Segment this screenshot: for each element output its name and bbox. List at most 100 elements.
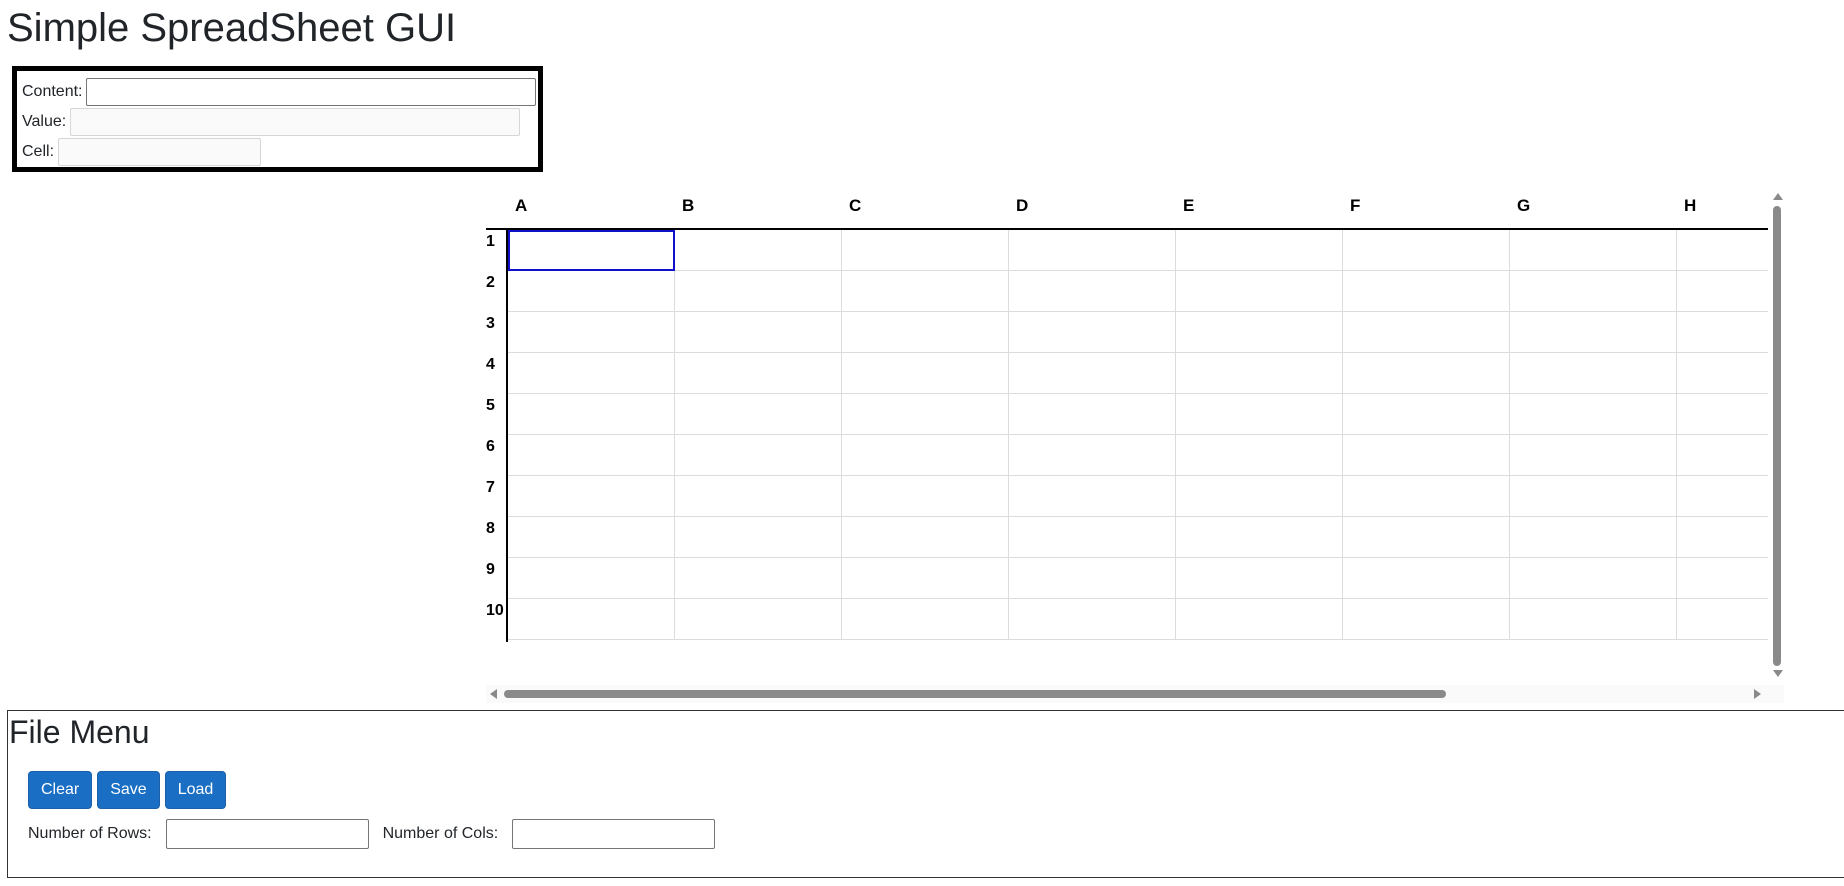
cell-H4[interactable] bbox=[1677, 353, 1768, 394]
cell-D10[interactable] bbox=[1009, 599, 1176, 640]
cell-A1[interactable] bbox=[508, 230, 675, 271]
scroll-down-arrow-icon[interactable] bbox=[1773, 670, 1783, 677]
cell-D6[interactable] bbox=[1009, 435, 1176, 476]
cell-C6[interactable] bbox=[842, 435, 1009, 476]
cell-C9[interactable] bbox=[842, 558, 1009, 599]
cell-E1[interactable] bbox=[1176, 230, 1343, 271]
cell-F6[interactable] bbox=[1343, 435, 1510, 476]
cell-A6[interactable] bbox=[508, 435, 675, 476]
cell-D2[interactable] bbox=[1009, 271, 1176, 312]
cell-E5[interactable] bbox=[1176, 394, 1343, 435]
cell-H6[interactable] bbox=[1677, 435, 1768, 476]
cell-F9[interactable] bbox=[1343, 558, 1510, 599]
cell-A8[interactable] bbox=[508, 517, 675, 558]
cell-H5[interactable] bbox=[1677, 394, 1768, 435]
cell-C5[interactable] bbox=[842, 394, 1009, 435]
cell-B2[interactable] bbox=[675, 271, 842, 312]
cell-B1[interactable] bbox=[675, 230, 842, 271]
cell-C4[interactable] bbox=[842, 353, 1009, 394]
cell-B5[interactable] bbox=[675, 394, 842, 435]
row-header: 2 bbox=[486, 274, 495, 291]
cell-F10[interactable] bbox=[1343, 599, 1510, 640]
scroll-up-arrow-icon[interactable] bbox=[1773, 193, 1783, 200]
cell-A5[interactable] bbox=[508, 394, 675, 435]
cols-input[interactable] bbox=[512, 819, 716, 849]
cell-C1[interactable] bbox=[842, 230, 1009, 271]
cell-D1[interactable] bbox=[1009, 230, 1176, 271]
cell-H2[interactable] bbox=[1677, 271, 1768, 312]
cell-C3[interactable] bbox=[842, 312, 1009, 353]
cell-C10[interactable] bbox=[842, 599, 1009, 640]
cell-H8[interactable] bbox=[1677, 517, 1768, 558]
cell-G7[interactable] bbox=[1510, 476, 1677, 517]
cell-B9[interactable] bbox=[675, 558, 842, 599]
cell-A7[interactable] bbox=[508, 476, 675, 517]
cell-info-panel: Content: Value: Cell: bbox=[12, 66, 543, 172]
cell-B3[interactable] bbox=[675, 312, 842, 353]
grid-row bbox=[508, 312, 1768, 353]
cell-E9[interactable] bbox=[1176, 558, 1343, 599]
cell-E6[interactable] bbox=[1176, 435, 1343, 476]
cell-A10[interactable] bbox=[508, 599, 675, 640]
vertical-scrollbar[interactable] bbox=[1770, 190, 1784, 680]
cell-D9[interactable] bbox=[1009, 558, 1176, 599]
value-row: Value: bbox=[22, 108, 521, 136]
clear-button[interactable]: Clear bbox=[28, 771, 93, 809]
cell-B10[interactable] bbox=[675, 599, 842, 640]
cell-G5[interactable] bbox=[1510, 394, 1677, 435]
cell-B4[interactable] bbox=[675, 353, 842, 394]
cell-G4[interactable] bbox=[1510, 353, 1677, 394]
cell-B8[interactable] bbox=[675, 517, 842, 558]
cell-C8[interactable] bbox=[842, 517, 1009, 558]
cell-E4[interactable] bbox=[1176, 353, 1343, 394]
save-button[interactable]: Save bbox=[97, 771, 160, 809]
scroll-left-arrow-icon[interactable] bbox=[490, 689, 497, 699]
file-menu-panel: File Menu Clear Save Load Number of Rows… bbox=[7, 710, 1844, 878]
cell-D4[interactable] bbox=[1009, 353, 1176, 394]
cell-D7[interactable] bbox=[1009, 476, 1176, 517]
cell-H3[interactable] bbox=[1677, 312, 1768, 353]
cell-H7[interactable] bbox=[1677, 476, 1768, 517]
cell-D3[interactable] bbox=[1009, 312, 1176, 353]
cell-G2[interactable] bbox=[1510, 271, 1677, 312]
cell-C2[interactable] bbox=[842, 271, 1009, 312]
vertical-scroll-thumb[interactable] bbox=[1773, 206, 1781, 666]
cell-B6[interactable] bbox=[675, 435, 842, 476]
cell-A9[interactable] bbox=[508, 558, 675, 599]
cell-E3[interactable] bbox=[1176, 312, 1343, 353]
cell-F5[interactable] bbox=[1343, 394, 1510, 435]
cell-E10[interactable] bbox=[1176, 599, 1343, 640]
content-input[interactable] bbox=[86, 78, 537, 106]
cell-A3[interactable] bbox=[508, 312, 675, 353]
cell-F8[interactable] bbox=[1343, 517, 1510, 558]
cell-D5[interactable] bbox=[1009, 394, 1176, 435]
cell-E2[interactable] bbox=[1176, 271, 1343, 312]
cell-G6[interactable] bbox=[1510, 435, 1677, 476]
scroll-right-arrow-icon[interactable] bbox=[1754, 689, 1761, 699]
cell-C7[interactable] bbox=[842, 476, 1009, 517]
cell-F1[interactable] bbox=[1343, 230, 1510, 271]
load-button[interactable]: Load bbox=[164, 771, 227, 809]
cell-E7[interactable] bbox=[1176, 476, 1343, 517]
cell-H9[interactable] bbox=[1677, 558, 1768, 599]
cell-A4[interactable] bbox=[508, 353, 675, 394]
grid-row bbox=[508, 517, 1768, 558]
cell-F4[interactable] bbox=[1343, 353, 1510, 394]
cell-F2[interactable] bbox=[1343, 271, 1510, 312]
cell-H1[interactable] bbox=[1677, 230, 1768, 271]
cell-G1[interactable] bbox=[1510, 230, 1677, 271]
cell-G10[interactable] bbox=[1510, 599, 1677, 640]
cell-G9[interactable] bbox=[1510, 558, 1677, 599]
cell-D8[interactable] bbox=[1009, 517, 1176, 558]
cell-B7[interactable] bbox=[675, 476, 842, 517]
horizontal-scrollbar[interactable] bbox=[486, 685, 1784, 703]
horizontal-scroll-thumb[interactable] bbox=[504, 690, 1446, 698]
cell-A2[interactable] bbox=[508, 271, 675, 312]
cell-E8[interactable] bbox=[1176, 517, 1343, 558]
cell-F7[interactable] bbox=[1343, 476, 1510, 517]
cell-F3[interactable] bbox=[1343, 312, 1510, 353]
rows-input[interactable] bbox=[165, 819, 369, 849]
cell-G8[interactable] bbox=[1510, 517, 1677, 558]
cell-G3[interactable] bbox=[1510, 312, 1677, 353]
cell-H10[interactable] bbox=[1677, 599, 1768, 640]
